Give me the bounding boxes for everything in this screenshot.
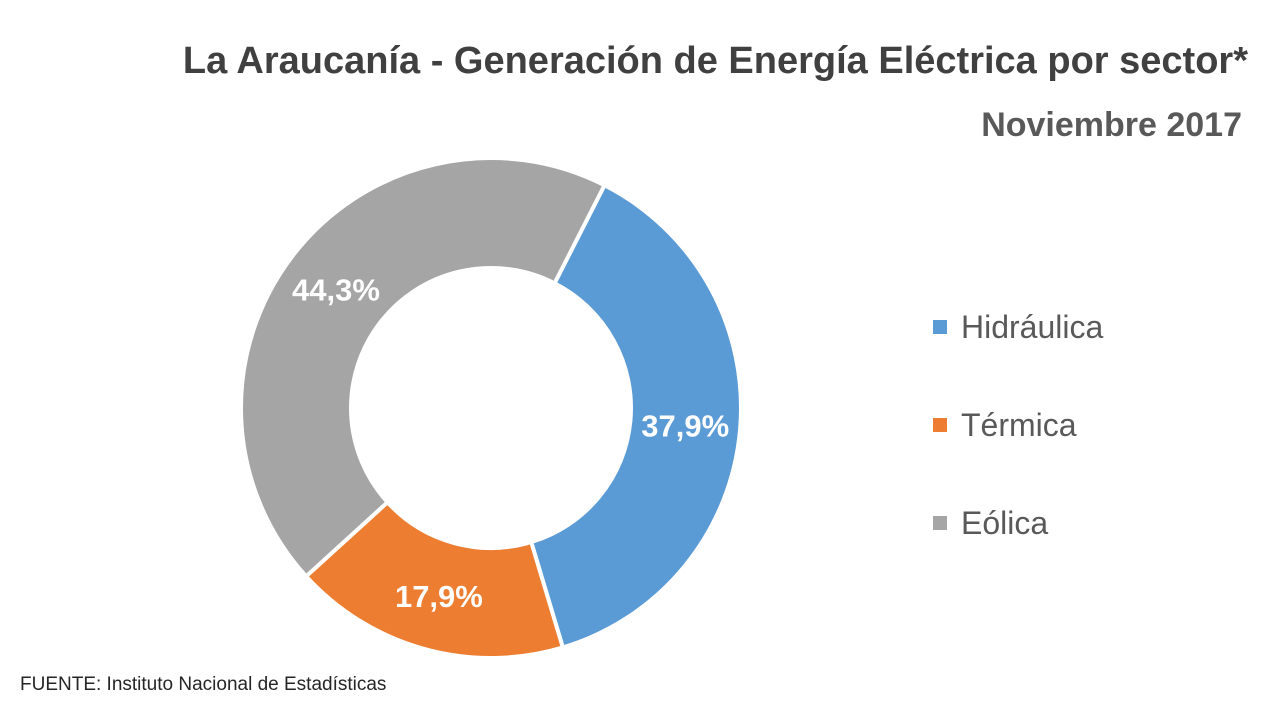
legend-item-hidráulica: Hidráulica: [933, 303, 1103, 351]
legend-item-térmica: Térmica: [933, 401, 1103, 449]
data-label-hidráulica: 37,9%: [641, 409, 729, 444]
donut-slice-eólica: [239, 155, 608, 580]
legend-item-eólica: Eólica: [933, 499, 1103, 547]
legend-label: Eólica: [961, 504, 1049, 541]
legend-swatch-icon: [933, 418, 947, 432]
data-label-eólica: 44,3%: [292, 273, 380, 308]
legend-label: Térmica: [961, 406, 1077, 443]
chart-subtitle: Noviembre 2017: [981, 106, 1242, 144]
legend-swatch-icon: [933, 320, 947, 334]
chart-legend: Hidráulica Térmica Eólica: [933, 303, 1103, 597]
legend-swatch-icon: [933, 516, 947, 530]
donut-slice-hidráulica: [528, 182, 743, 650]
source-note: FUENTE: Instituto Nacional de Estadístic…: [20, 674, 387, 695]
chart-title: La Araucanía - Generación de Energía Elé…: [182, 40, 1248, 82]
legend-label: Hidráulica: [961, 308, 1104, 345]
data-label-térmica: 17,9%: [395, 579, 483, 614]
donut-slice-térmica: [303, 499, 566, 660]
